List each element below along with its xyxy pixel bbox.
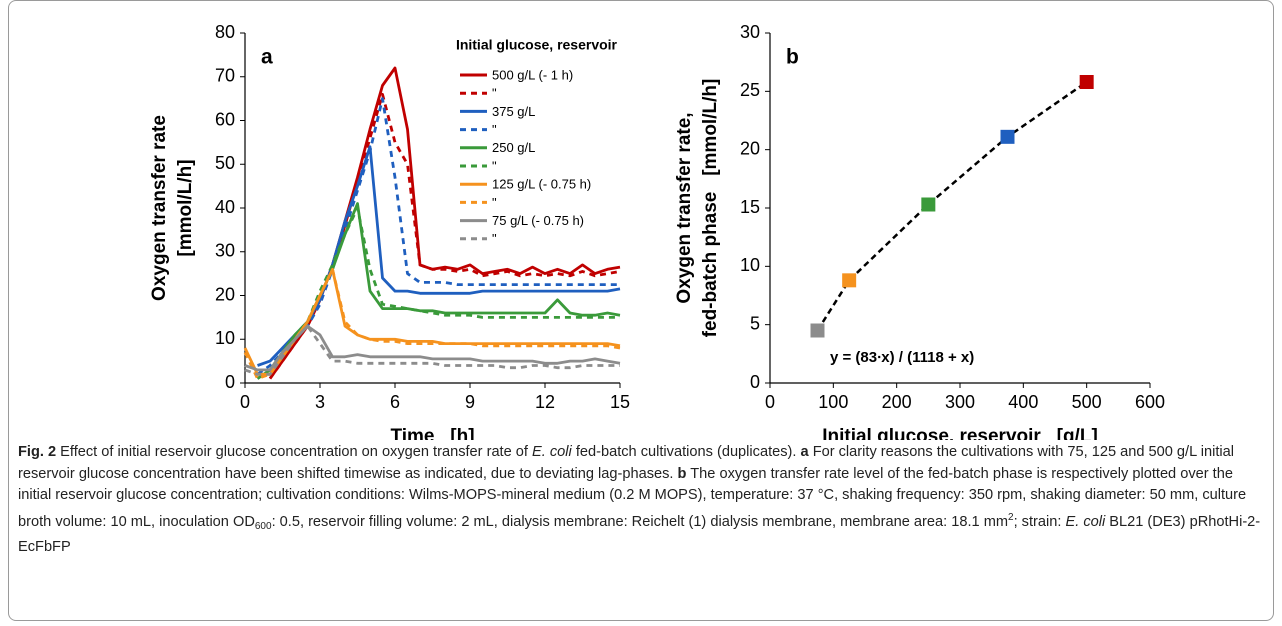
y-tick-label: 25: [740, 80, 760, 100]
caption-text: Fig. 2: [18, 444, 57, 460]
legend-label: 250 g/L: [492, 140, 535, 155]
x-tick-label: 0: [765, 392, 775, 412]
caption-text: 600: [254, 520, 272, 532]
data-line: [256, 97, 620, 376]
legend-label: 125 g/L (- 0.75 h): [492, 177, 591, 192]
y-axis-title: fed-batch phase [mmol/L/h]: [700, 79, 721, 338]
x-tick-label: 6: [390, 392, 400, 412]
x-tick-label: 12: [535, 392, 555, 412]
y-tick-label: 0: [750, 372, 760, 392]
caption-text: 2: [1008, 511, 1014, 523]
y-tick-label: 15: [740, 197, 760, 217]
caption-text: : 0.5, reservoir filling volume: 2 mL, d…: [271, 513, 1009, 530]
point: [1000, 129, 1015, 144]
point: [810, 323, 825, 338]
x-tick-label: 400: [1008, 392, 1038, 412]
legend-label: 375 g/L: [492, 104, 535, 119]
x-tick-label: 300: [945, 392, 975, 412]
x-tick-label: 9: [465, 392, 475, 412]
y-axis-title: [mmol/L/h]: [175, 159, 196, 256]
y-tick-label: 10: [740, 255, 760, 275]
x-tick-label: 600: [1135, 392, 1165, 412]
data-line: [244, 324, 621, 372]
caption-text: The oxygen transfer rate level of the fe…: [18, 465, 1247, 530]
data-line: [244, 324, 620, 376]
legend-label: 75 g/L (- 0.75 h): [492, 213, 584, 228]
y-axis-title: Oxygen transfer rate: [149, 115, 170, 301]
y-tick-label: 50: [215, 153, 235, 173]
point: [842, 273, 857, 288]
legend-label: ": [492, 158, 497, 173]
x-tick-label: 15: [610, 392, 630, 412]
figure-caption: Fig. 2 Effect of initial reservoir gluco…: [18, 442, 1263, 559]
x-tick-label: 0: [240, 392, 250, 412]
y-tick-label: 20: [215, 284, 235, 304]
legend-label: ": [492, 122, 497, 137]
data-line: [257, 145, 621, 367]
y-tick-label: 10: [215, 328, 235, 348]
y-tick-label: 20: [740, 138, 760, 158]
y-axis-title: Oxygen transfer rate,: [674, 112, 695, 303]
caption-text: ; strain:: [1013, 513, 1066, 530]
x-tick-label: 100: [818, 392, 848, 412]
legend-label: ": [492, 195, 497, 210]
y-tick-label: 70: [215, 66, 235, 86]
legend-label: ": [492, 231, 497, 246]
y-tick-label: 30: [215, 241, 235, 261]
x-tick-label: 200: [882, 392, 912, 412]
legend-label: ": [492, 86, 497, 101]
legend-label: 500 g/L (- 1 h): [492, 67, 573, 82]
caption-text: E. coli: [1065, 513, 1106, 530]
point: [1079, 75, 1094, 89]
y-tick-label: 0: [225, 372, 235, 392]
x-tick-label: 500: [1072, 392, 1102, 412]
y-tick-label: 30: [740, 22, 760, 42]
x-axis-title: Initial glucose, reservoir [g/L]: [822, 426, 1098, 440]
caption-text: b: [677, 465, 687, 482]
y-tick-label: 5: [750, 313, 760, 333]
caption-text: a: [800, 444, 809, 460]
y-tick-label: 60: [215, 109, 235, 129]
data-line: [243, 267, 621, 376]
figure-frame: [8, 0, 1274, 621]
data-line: [243, 267, 621, 380]
y-tick-label: 80: [215, 22, 235, 42]
caption-text: fed-batch cultivations (duplicates).: [571, 444, 801, 460]
data-line: [256, 206, 620, 380]
caption-text: Effect of initial reservoir glucose conc…: [56, 444, 533, 460]
panel-label: a: [261, 46, 273, 69]
point: [921, 197, 936, 212]
x-axis-title: Time [h]: [390, 426, 474, 440]
caption-text: For clarity reasons the cultivations wit…: [18, 444, 1234, 482]
x-tick-label: 3: [315, 392, 325, 412]
fit-line: [816, 80, 1088, 332]
legend-title: Initial glucose, reservoir: [456, 37, 618, 53]
data-line: [268, 92, 621, 380]
caption-text: E. coli: [532, 444, 572, 460]
caption-text: BL21 (DE3) pRhotHi-2-EcFbFP: [18, 513, 1261, 556]
annotation: y = (83∙x) / (1118 + x): [830, 349, 974, 366]
panel-label: b: [786, 46, 799, 69]
y-tick-label: 40: [215, 197, 235, 217]
